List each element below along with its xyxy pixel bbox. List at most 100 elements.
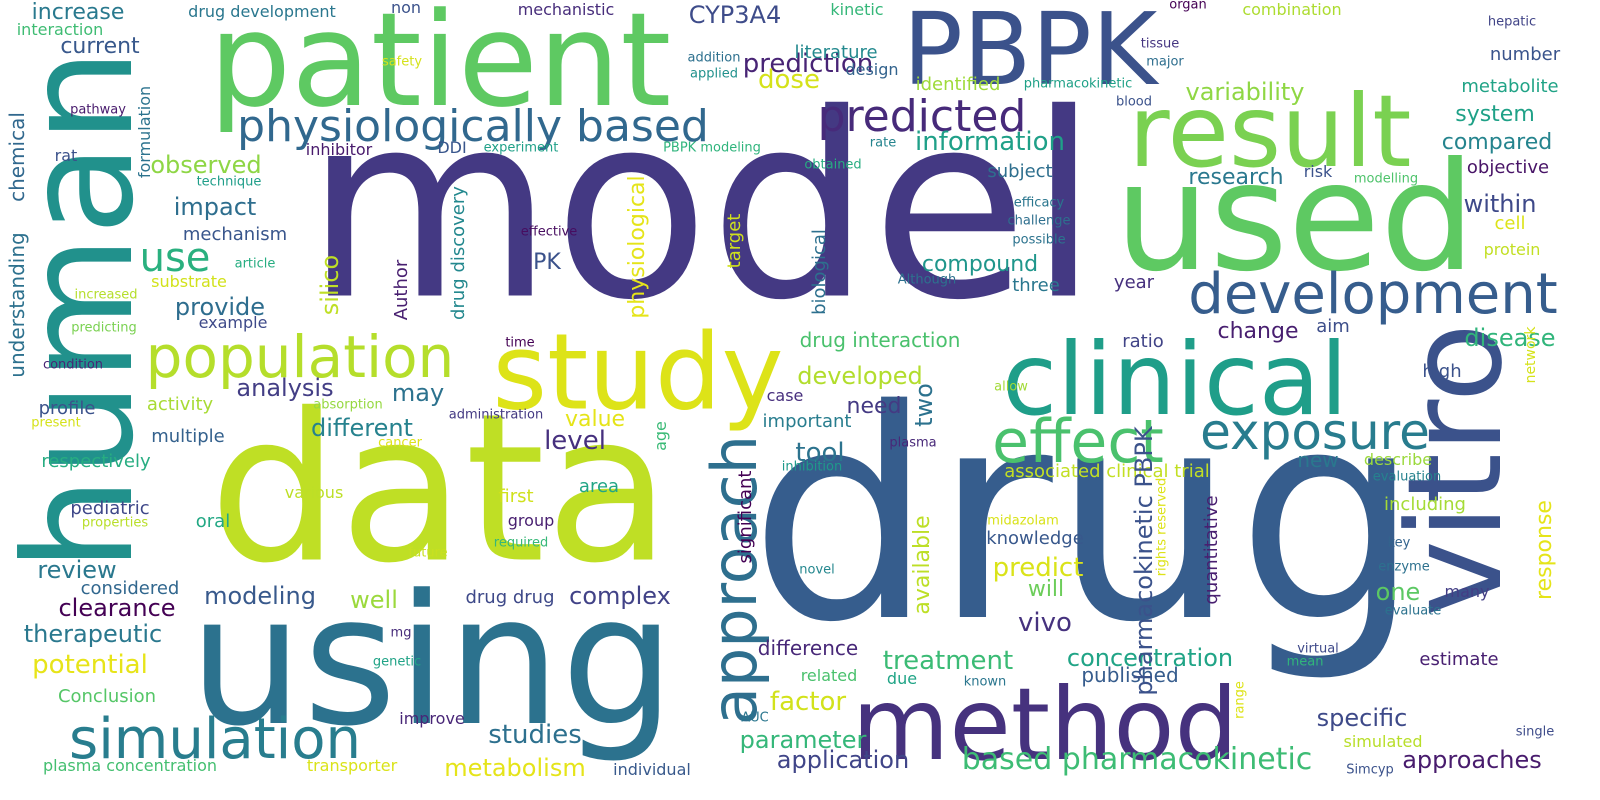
word-ratio: ratio — [1122, 331, 1164, 352]
word-pathway: pathway — [70, 102, 126, 118]
word-three: three — [1012, 275, 1060, 296]
word-improve: improve — [399, 709, 465, 728]
word-simulated: simulated — [1343, 732, 1423, 751]
word-understanding: understanding — [5, 232, 29, 378]
word-different: different — [311, 414, 413, 442]
word-tool: tool — [795, 438, 845, 468]
word-disease: disease — [1464, 324, 1556, 352]
word-chemical: chemical — [5, 112, 29, 202]
word-may: may — [391, 379, 445, 407]
word-drug-drug: drug drug — [465, 587, 555, 608]
word-information: information — [914, 127, 1066, 157]
word-therapeutic: therapeutic — [23, 620, 163, 648]
word-study: study — [492, 311, 784, 434]
word-rat: rat — [54, 146, 78, 165]
word-modelling: modelling — [1353, 171, 1419, 187]
word-specific: specific — [1316, 704, 1408, 732]
word-efficacy: efficacy — [1013, 195, 1065, 211]
word-compound: compound — [921, 252, 1039, 277]
word-drug: drug — [749, 349, 1421, 686]
word-data: data — [209, 370, 671, 609]
word-new: new — [1297, 448, 1339, 472]
word-target: target — [724, 213, 745, 269]
word-two: two — [910, 383, 938, 427]
word-simulation: simulation — [69, 707, 361, 772]
word-inhibition: inhibition — [781, 459, 843, 475]
word-modeling: modeling — [204, 582, 316, 610]
word-experiment: experiment — [483, 140, 559, 156]
word-identified: identified — [915, 74, 1001, 95]
word-physiologically-based: physiologically based — [237, 101, 709, 152]
word-plasma: plasma — [889, 435, 937, 451]
word-key: key — [1387, 535, 1411, 551]
word-cyp3a4: CYP3A4 — [688, 1, 782, 29]
word-approaches: approaches — [1402, 746, 1542, 774]
word-organ: organ — [1169, 0, 1207, 13]
word-including: including — [1384, 494, 1466, 515]
word-well: well — [350, 586, 398, 614]
word-metabolism: metabolism — [444, 754, 586, 782]
word-year: year — [1113, 272, 1155, 293]
word-due: due — [886, 669, 918, 688]
word-clinical: clinical — [1002, 321, 1348, 438]
word-based-pharmacokinetic: based pharmacokinetic — [961, 742, 1313, 777]
word-auc: AUC — [741, 710, 769, 726]
word-predict: predict — [992, 553, 1084, 583]
word-compared: compared — [1441, 130, 1553, 155]
word-estimate: estimate — [1419, 649, 1499, 670]
word-rate: rate — [869, 135, 897, 151]
word-pk: PK — [533, 250, 561, 275]
word-observed: observed — [150, 151, 262, 179]
word-allow: allow — [994, 379, 1028, 395]
word-biological: biological — [809, 229, 830, 315]
word-non: non — [390, 0, 422, 17]
word-based: pharmacokinetic PBPK — [1130, 426, 1158, 696]
word-model: model — [304, 59, 1100, 357]
word-analysis: analysis — [236, 374, 334, 402]
word-pbpk-modeling: PBPK modeling — [663, 140, 761, 156]
word-change: change — [1217, 319, 1299, 344]
word-blood: blood — [1115, 94, 1153, 110]
word-novel: novel — [799, 562, 835, 578]
word-method: method — [851, 666, 1239, 783]
word-known: known — [963, 674, 1007, 690]
word-protein: protein — [1483, 240, 1541, 259]
word-quantitative: quantitative — [1201, 495, 1222, 605]
word-clearance: clearance — [58, 594, 176, 622]
word-many: many — [1444, 582, 1490, 601]
word-multiple: multiple — [151, 426, 225, 447]
word-prediction: prediction — [742, 49, 874, 79]
word-considered: considered — [80, 578, 180, 599]
word-use: use — [139, 235, 211, 281]
word-combination: combination — [1242, 0, 1342, 19]
word-metabolite: metabolite — [1461, 76, 1559, 97]
word-published: published — [1081, 663, 1179, 687]
word-kinetic: kinetic — [830, 0, 884, 19]
word-using: using — [188, 557, 676, 766]
word-article: article — [234, 256, 276, 272]
word-literature: literature — [794, 42, 878, 63]
word-pediatric: pediatric — [70, 498, 150, 519]
word-complex: complex — [569, 582, 671, 610]
word-developed: developed — [797, 362, 923, 390]
word-current: current — [60, 34, 140, 59]
word-silico: silico — [316, 254, 344, 316]
word-increase: increase — [31, 0, 125, 25]
word-evaluate: evaluate — [1384, 603, 1442, 619]
word-area: area — [578, 476, 620, 497]
word-aim: aim — [1316, 316, 1350, 337]
word-difference: difference — [757, 636, 859, 660]
word-patient: patient — [208, 0, 672, 136]
word-associated-clinical-trial: associated clinical trial — [1004, 461, 1210, 482]
word-dose: dose — [758, 65, 820, 95]
word-hepatic: hepatic — [1487, 14, 1537, 30]
word-pharmacokinetic-pbpk: response — [1532, 500, 1557, 600]
word-risk: risk — [1303, 162, 1333, 181]
word-studies: studies — [488, 720, 582, 750]
word-factor: factor — [769, 687, 847, 717]
word-genetic: genetic — [372, 654, 422, 670]
word-midazolam: midazolam — [987, 513, 1059, 529]
word-system: system — [1455, 102, 1535, 127]
word-treatment: treatment — [882, 646, 1014, 676]
word-describe: describe — [1363, 450, 1433, 469]
